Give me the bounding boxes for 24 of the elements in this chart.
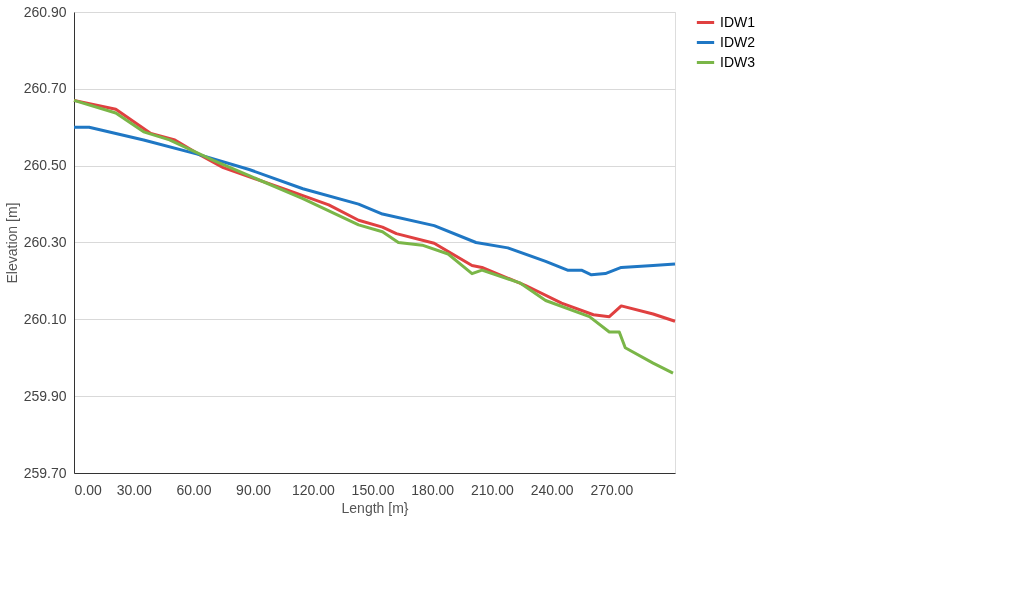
y-tick-label: 260.90 [23, 3, 67, 20]
legend-label: IDW3 [720, 53, 756, 70]
x-tick-label: 120.00 [291, 481, 335, 498]
x-tick-label: 30.00 [116, 481, 152, 498]
x-tick-label: 240.00 [530, 481, 574, 498]
x-tick-label: 150.00 [351, 481, 395, 498]
line-series [72, 98, 675, 375]
y-tick-label: 260.10 [23, 310, 67, 327]
x-tick-label: 180.00 [411, 481, 455, 498]
legend-label: IDW1 [720, 13, 756, 30]
x-tick-label: 0.00 [74, 481, 102, 498]
x-tick-label: 210.00 [471, 481, 515, 498]
x-tick-label: 270.00 [590, 481, 634, 498]
y-tick-label: 259.90 [23, 387, 67, 404]
legend-label: IDW2 [720, 33, 756, 50]
x-tick-label: 60.00 [176, 481, 212, 498]
y-tick-label: 260.70 [23, 80, 67, 97]
x-axis-title: Length [m} [341, 499, 409, 516]
line-series [72, 125, 677, 277]
x-tick-label: 90.00 [236, 481, 272, 498]
y-tick-label: 260.50 [23, 157, 67, 174]
y-tick-label: 259.70 [23, 464, 67, 481]
y-axis-title: Elevation [m] [3, 202, 20, 284]
y-tick-label: 260.30 [23, 234, 67, 250]
